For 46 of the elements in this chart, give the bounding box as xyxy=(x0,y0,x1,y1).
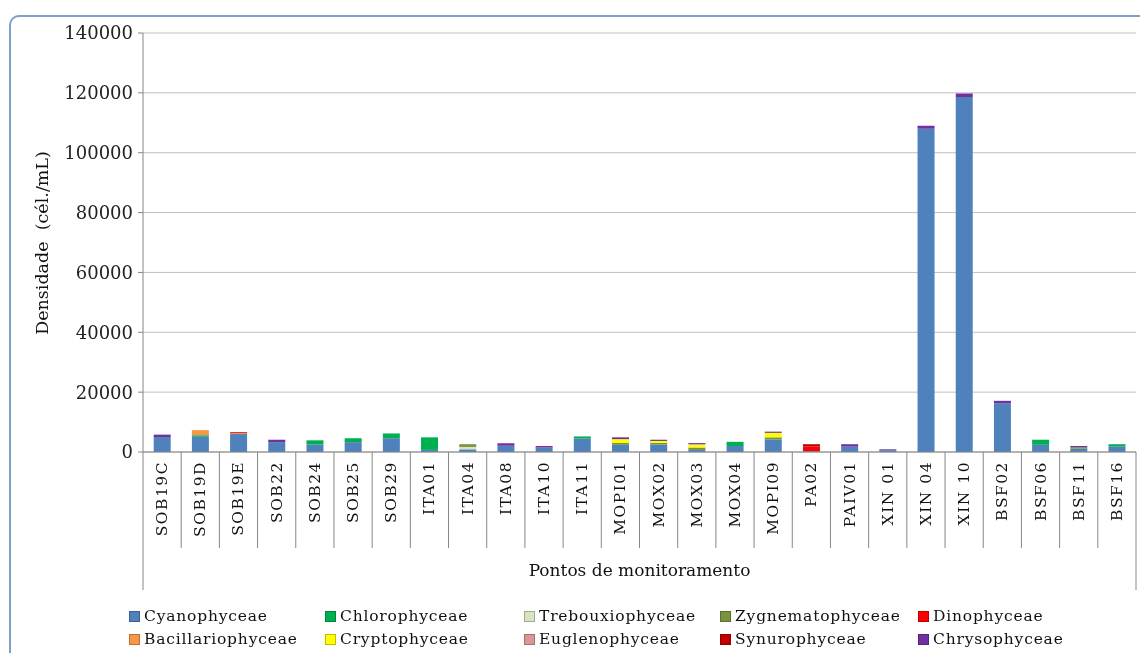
x-tick-label: ITA11 xyxy=(573,461,592,516)
y-tick-label: 0 xyxy=(121,441,133,463)
y-tick-label: 60000 xyxy=(75,261,133,283)
x-tick-label: MOX03 xyxy=(687,461,706,528)
x-tick-label: SOB22 xyxy=(267,461,286,523)
legend-label: Bacillariophyceae xyxy=(144,630,298,648)
x-tick-label: SOB25 xyxy=(344,461,363,523)
x-tick-label: ITA08 xyxy=(496,461,515,516)
y-tick-label: 80000 xyxy=(75,201,133,223)
y-tick-label: 120000 xyxy=(64,82,133,104)
x-tick-label: BSF06 xyxy=(1031,461,1050,521)
legend-label: Cryptophyceae xyxy=(340,630,469,648)
x-tick-label: MOPI09 xyxy=(764,461,783,535)
x-tick-label: PA02 xyxy=(802,461,821,507)
x-tick-label: SOB19C xyxy=(153,461,172,537)
x-tick-label: XIN 04 xyxy=(916,461,935,526)
x-tick-label: XIN 10 xyxy=(955,461,974,526)
legend-label: Zygnematophyceae xyxy=(735,607,901,625)
x-tick-label: SOB29 xyxy=(382,461,401,523)
x-tick-label: MOPI01 xyxy=(611,461,630,535)
legend-label: Trebouxiophyceae xyxy=(539,607,696,625)
x-tick-label: SOB19D xyxy=(191,461,210,537)
x-tick-label: SOB19E xyxy=(229,461,248,536)
x-tick-label: ITA10 xyxy=(535,461,554,516)
legend-label: Chlorophyceae xyxy=(340,607,469,625)
y-tick-label: 20000 xyxy=(75,381,133,403)
legend-label: Dinophyceae xyxy=(933,607,1044,625)
x-tick-label: MOX02 xyxy=(649,461,668,528)
y-tick-label: 100000 xyxy=(64,142,133,164)
x-tick-label: PAIV01 xyxy=(840,461,859,528)
x-tick-label: ITA04 xyxy=(458,461,477,516)
y-tick-label: 140000 xyxy=(64,22,133,44)
x-tick-label: ITA01 xyxy=(420,461,439,516)
x-tick-label: BSF02 xyxy=(993,461,1012,521)
legend-label: Cyanophyceae xyxy=(144,607,268,625)
x-tick-label: SOB24 xyxy=(305,461,324,523)
y-tick-label: 40000 xyxy=(75,321,133,343)
x-axis-title: Pontos de monitoramento xyxy=(528,560,751,580)
y-axis-title: Densidade (cél./mL) xyxy=(32,150,52,335)
x-tick-label: MOX04 xyxy=(725,461,744,528)
x-tick-label: BSF11 xyxy=(1069,461,1088,521)
legend-label: Chrysophyceae xyxy=(933,630,1064,648)
legend-label: Euglenophyceae xyxy=(539,630,680,648)
x-tick-label: BSF16 xyxy=(1107,461,1126,521)
legend-label: Synurophyceae xyxy=(735,630,867,648)
x-tick-label: XIN 01 xyxy=(878,461,897,526)
